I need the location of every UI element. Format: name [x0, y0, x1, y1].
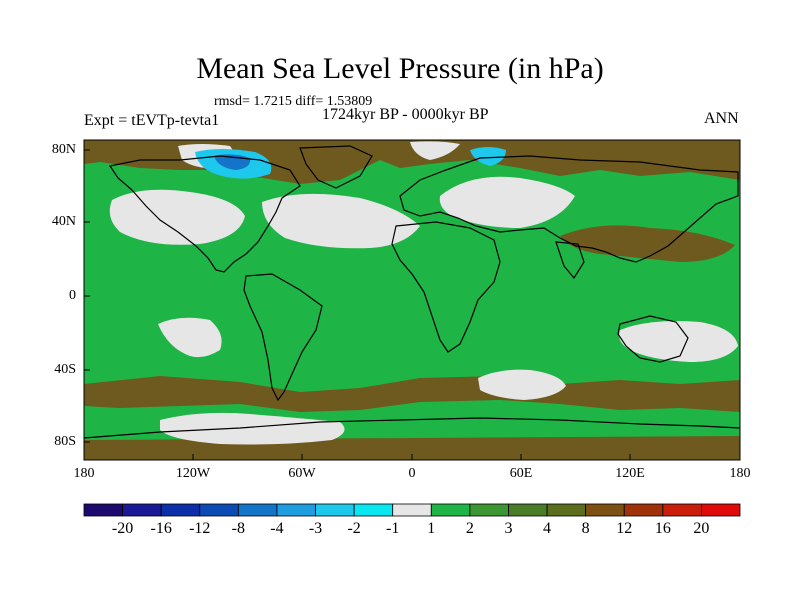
colorbar-swatch — [469, 503, 509, 517]
lon-label-180w: 180 — [73, 466, 95, 481]
colorbar-tick-label: -12 — [189, 520, 211, 537]
antarctica-coast — [83, 417, 741, 439]
africa-coast — [391, 221, 501, 353]
colorbar-tick-label: -16 — [150, 520, 172, 537]
colorbar-swatch — [430, 503, 471, 517]
colorbar-swatch — [237, 503, 278, 517]
lat-label-40n: 40N — [51, 214, 76, 229]
period-label: 1724kyr BP - 0000kyr BP — [322, 106, 489, 123]
colorbar — [83, 503, 741, 517]
colorbar-swatch — [508, 503, 548, 517]
eurasia-coast — [399, 155, 739, 263]
colorbar-tick-label: 8 — [581, 520, 590, 537]
colorbar-tick-label: -2 — [347, 520, 361, 537]
lat-label-0: 0 — [69, 288, 76, 303]
map-title: Mean Sea Level Pressure (in hPa) — [196, 52, 604, 85]
colorbar-swatch — [276, 503, 316, 517]
lat-label-80s: 80S — [54, 434, 76, 449]
colorbar-swatch — [585, 503, 625, 517]
colorbar-tick-label: 2 — [465, 520, 474, 537]
colorbar-tick-label: -8 — [231, 520, 245, 537]
lat-label-80n: 80N — [51, 142, 76, 157]
coastlines — [83, 145, 741, 439]
colorbar-swatch — [701, 503, 741, 517]
greenland-coast — [299, 145, 373, 189]
lat-label-40s: 40S — [54, 362, 76, 377]
colorbar-tick-label: -3 — [308, 520, 323, 537]
map-background — [84, 140, 740, 460]
colorbar-swatch — [160, 503, 201, 517]
axis-ticks — [83, 149, 741, 460]
colorbar-tick-label: 12 — [616, 520, 633, 537]
colorbar-swatch — [122, 503, 162, 517]
colorbar-tick-label: 1 — [427, 520, 436, 537]
lon-label-120e: 120E — [615, 466, 645, 481]
colorbar-swatch — [353, 503, 394, 517]
colorbar-tick-label: -4 — [270, 520, 284, 537]
colorbar-tick-label: 4 — [543, 520, 552, 537]
colorbar-swatch — [662, 503, 702, 517]
colorbar-tick-label: 16 — [654, 520, 671, 537]
colorbar-tick-label: 20 — [693, 520, 710, 537]
colorbar-tick-label: -20 — [111, 520, 134, 537]
lon-label-60e: 60E — [509, 466, 533, 481]
colorbar-tick-label: -1 — [386, 520, 400, 537]
australia-coast — [617, 315, 689, 363]
colorbar-swatch — [199, 503, 239, 517]
colorbar-swatch — [83, 503, 123, 517]
experiment-label: Expt = tEVTp-tevta1 — [84, 112, 220, 129]
south-america-coast — [243, 273, 323, 402]
lon-label-0: 0 — [408, 466, 416, 481]
lon-label-120w: 120W — [175, 466, 211, 481]
colorbar-tick-label: 3 — [504, 520, 513, 537]
colorbar-swatch — [392, 503, 432, 517]
lon-label-60w: 60W — [288, 466, 316, 481]
stats-text: rmsd= 1.7215 diff= 1.53809 — [214, 94, 373, 109]
north-america-coast — [109, 155, 301, 273]
colorbar-swatch — [315, 503, 355, 517]
season-label: ANN — [704, 110, 739, 127]
colorbar-swatch — [546, 503, 587, 517]
india-coast — [555, 241, 585, 280]
colorbar-swatch — [623, 503, 664, 517]
lon-label-180e: 180 — [729, 466, 751, 481]
